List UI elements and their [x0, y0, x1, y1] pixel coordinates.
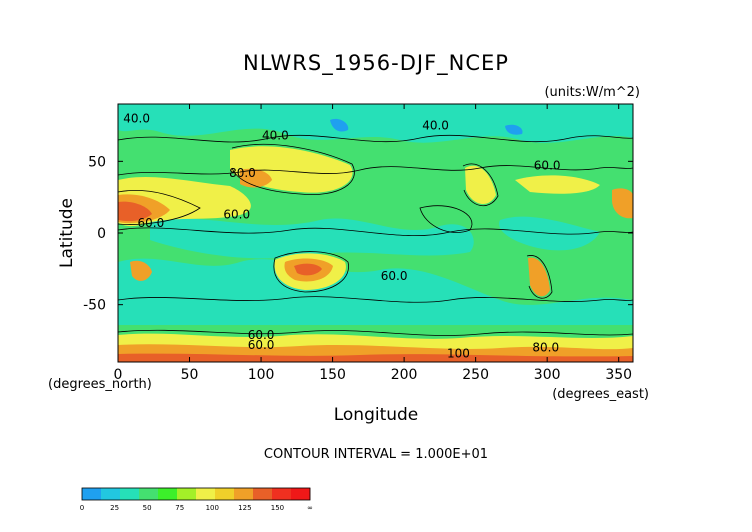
contour-label: 60.0: [534, 159, 561, 173]
colorbar: [81, 487, 311, 501]
region-americas-east: [612, 188, 633, 219]
contour-line: [462, 163, 499, 207]
colorbar-ticks: 0 25 50 75 100 125 150 ∞: [80, 504, 313, 512]
colorbar-swatch: [177, 488, 197, 500]
x-unit-label: (degrees_east): [552, 387, 649, 402]
colorbar-swatch: [139, 488, 159, 500]
y-unit-label: (degrees_north): [48, 377, 152, 392]
colorbar-swatch: [234, 488, 254, 500]
colorbar-swatch: [82, 488, 102, 500]
colorbar-tick-label: 25: [110, 504, 119, 512]
units-label: (units:W/m^2): [544, 85, 640, 100]
colorbar-swatch: [253, 488, 273, 500]
colorbar-swatch: [291, 488, 311, 500]
x-tick-label: 100: [248, 367, 275, 383]
contour-line: [118, 134, 633, 143]
colorbar-tick-label: 50: [143, 504, 152, 512]
colorbar-swatch: [272, 488, 292, 500]
contour-label: 60.0: [223, 207, 250, 221]
colorbar-tick-label: 125: [238, 504, 251, 512]
contour-line: [118, 165, 633, 176]
colorbar-tick-label: 150: [271, 504, 284, 512]
contour-line: [231, 143, 355, 196]
colorbar-swatch: [215, 488, 235, 500]
region-sahara-core: [118, 201, 152, 222]
x-axis-ticks: 0 50 100 150 200 250 300 350: [114, 104, 632, 383]
x-tick-label: 300: [534, 367, 561, 383]
contour-label: 60.0: [248, 338, 275, 352]
contour-label: 60.0: [248, 328, 275, 342]
region-southern-cyan: [118, 258, 633, 325]
region-greenland-blue: [505, 124, 523, 135]
heatmap-field: [118, 104, 633, 362]
x-tick-label: 150: [319, 367, 346, 383]
contour-label: 100: [447, 346, 470, 360]
contour-line: [118, 190, 201, 225]
contour-line: [118, 329, 633, 336]
colorbar-swatch: [101, 488, 121, 500]
x-tick-label: 350: [605, 367, 632, 383]
x-tick-label: 200: [391, 367, 418, 383]
region-arctic-blue: [330, 118, 349, 132]
y-tick-label: 50: [88, 154, 106, 170]
x-tick-label: 0: [114, 367, 123, 383]
y-tick-label: 0: [97, 226, 106, 242]
region-south-america: [528, 257, 550, 297]
region-australia-hot: [294, 263, 322, 276]
contour-interval-footer: CONTOUR INTERVAL = 1.000E+01: [264, 447, 488, 462]
y-tick-label: -50: [83, 298, 106, 314]
colorbar-swatch: [158, 488, 178, 500]
contour-lines: [118, 134, 633, 336]
colorbar-frame: [81, 487, 311, 501]
contour-line: [526, 255, 553, 299]
colorbar-tick-label: 75: [175, 504, 184, 512]
contour-label: 80.0: [229, 166, 256, 180]
y-axis-ticks: 50 0 -50: [83, 154, 633, 314]
contour-label: 40.0: [422, 119, 449, 133]
contour-line: [419, 205, 473, 233]
contour-label: 40.0: [123, 111, 150, 125]
colorbar-swatch: [196, 488, 216, 500]
colorbar-tick-label: 0: [80, 504, 84, 512]
x-tick-label: 250: [462, 367, 489, 383]
region-equatorial-cyan: [150, 218, 474, 259]
contour-line: [273, 251, 349, 293]
colorbar-tick-label: ∞: [307, 504, 313, 512]
contour-label: 60.0: [381, 269, 408, 283]
contour-label: 80.0: [532, 341, 559, 355]
region-north-america: [465, 165, 496, 205]
contour-label: 40.0: [262, 129, 289, 143]
region-south-africa: [130, 260, 152, 281]
region-east-pacific: [515, 175, 600, 194]
x-axis-title: Longitude: [334, 405, 419, 425]
colorbar-tick-label: 100: [206, 504, 219, 512]
contour-line: [118, 296, 633, 303]
y-axis-title: Latitude: [57, 198, 77, 268]
contour-label: 60.0: [138, 216, 165, 230]
region-antarctic-red: [118, 353, 633, 362]
x-tick-label: 50: [181, 367, 199, 383]
colorbar-swatch: [120, 488, 140, 500]
chart-title: NLWRS_1956-DJF_NCEP: [243, 51, 509, 76]
contour-line: [118, 227, 633, 237]
contour-labels: 40.040.040.060.080.060.060.060.060.060.0…: [123, 111, 560, 360]
region-arctic: [118, 104, 633, 143]
